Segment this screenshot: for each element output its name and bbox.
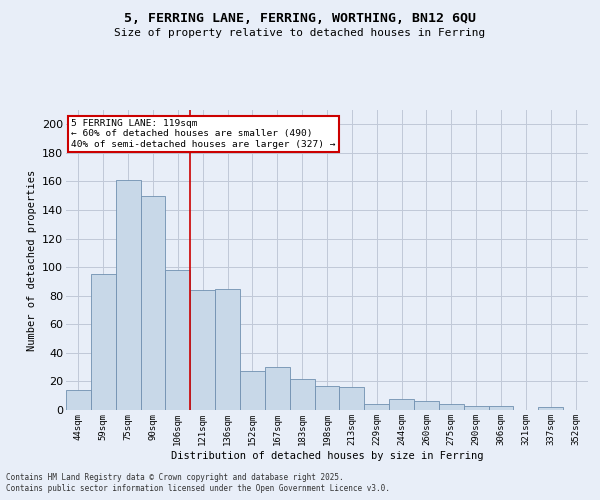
Text: 5 FERRING LANE: 119sqm
← 60% of detached houses are smaller (490)
40% of semi-de: 5 FERRING LANE: 119sqm ← 60% of detached… [71,119,336,149]
Bar [190,290,215,410]
Bar [215,288,240,410]
X-axis label: Distribution of detached houses by size in Ferring: Distribution of detached houses by size … [171,450,483,460]
Bar [116,180,140,410]
Bar [66,390,91,410]
Bar [389,398,414,410]
Bar [439,404,464,410]
Bar [464,406,488,410]
Bar [340,387,364,410]
Bar [364,404,389,410]
Bar [314,386,340,410]
Bar [166,270,190,410]
Bar [414,402,439,410]
Bar [140,196,166,410]
Text: Size of property relative to detached houses in Ferring: Size of property relative to detached ho… [115,28,485,38]
Text: Contains HM Land Registry data © Crown copyright and database right 2025.: Contains HM Land Registry data © Crown c… [6,472,344,482]
Text: Contains public sector information licensed under the Open Government Licence v3: Contains public sector information licen… [6,484,390,493]
Bar [265,367,290,410]
Bar [538,407,563,410]
Bar [240,372,265,410]
Text: 5, FERRING LANE, FERRING, WORTHING, BN12 6QU: 5, FERRING LANE, FERRING, WORTHING, BN12… [124,12,476,26]
Y-axis label: Number of detached properties: Number of detached properties [26,170,37,350]
Bar [488,406,514,410]
Bar [290,378,314,410]
Bar [91,274,116,410]
